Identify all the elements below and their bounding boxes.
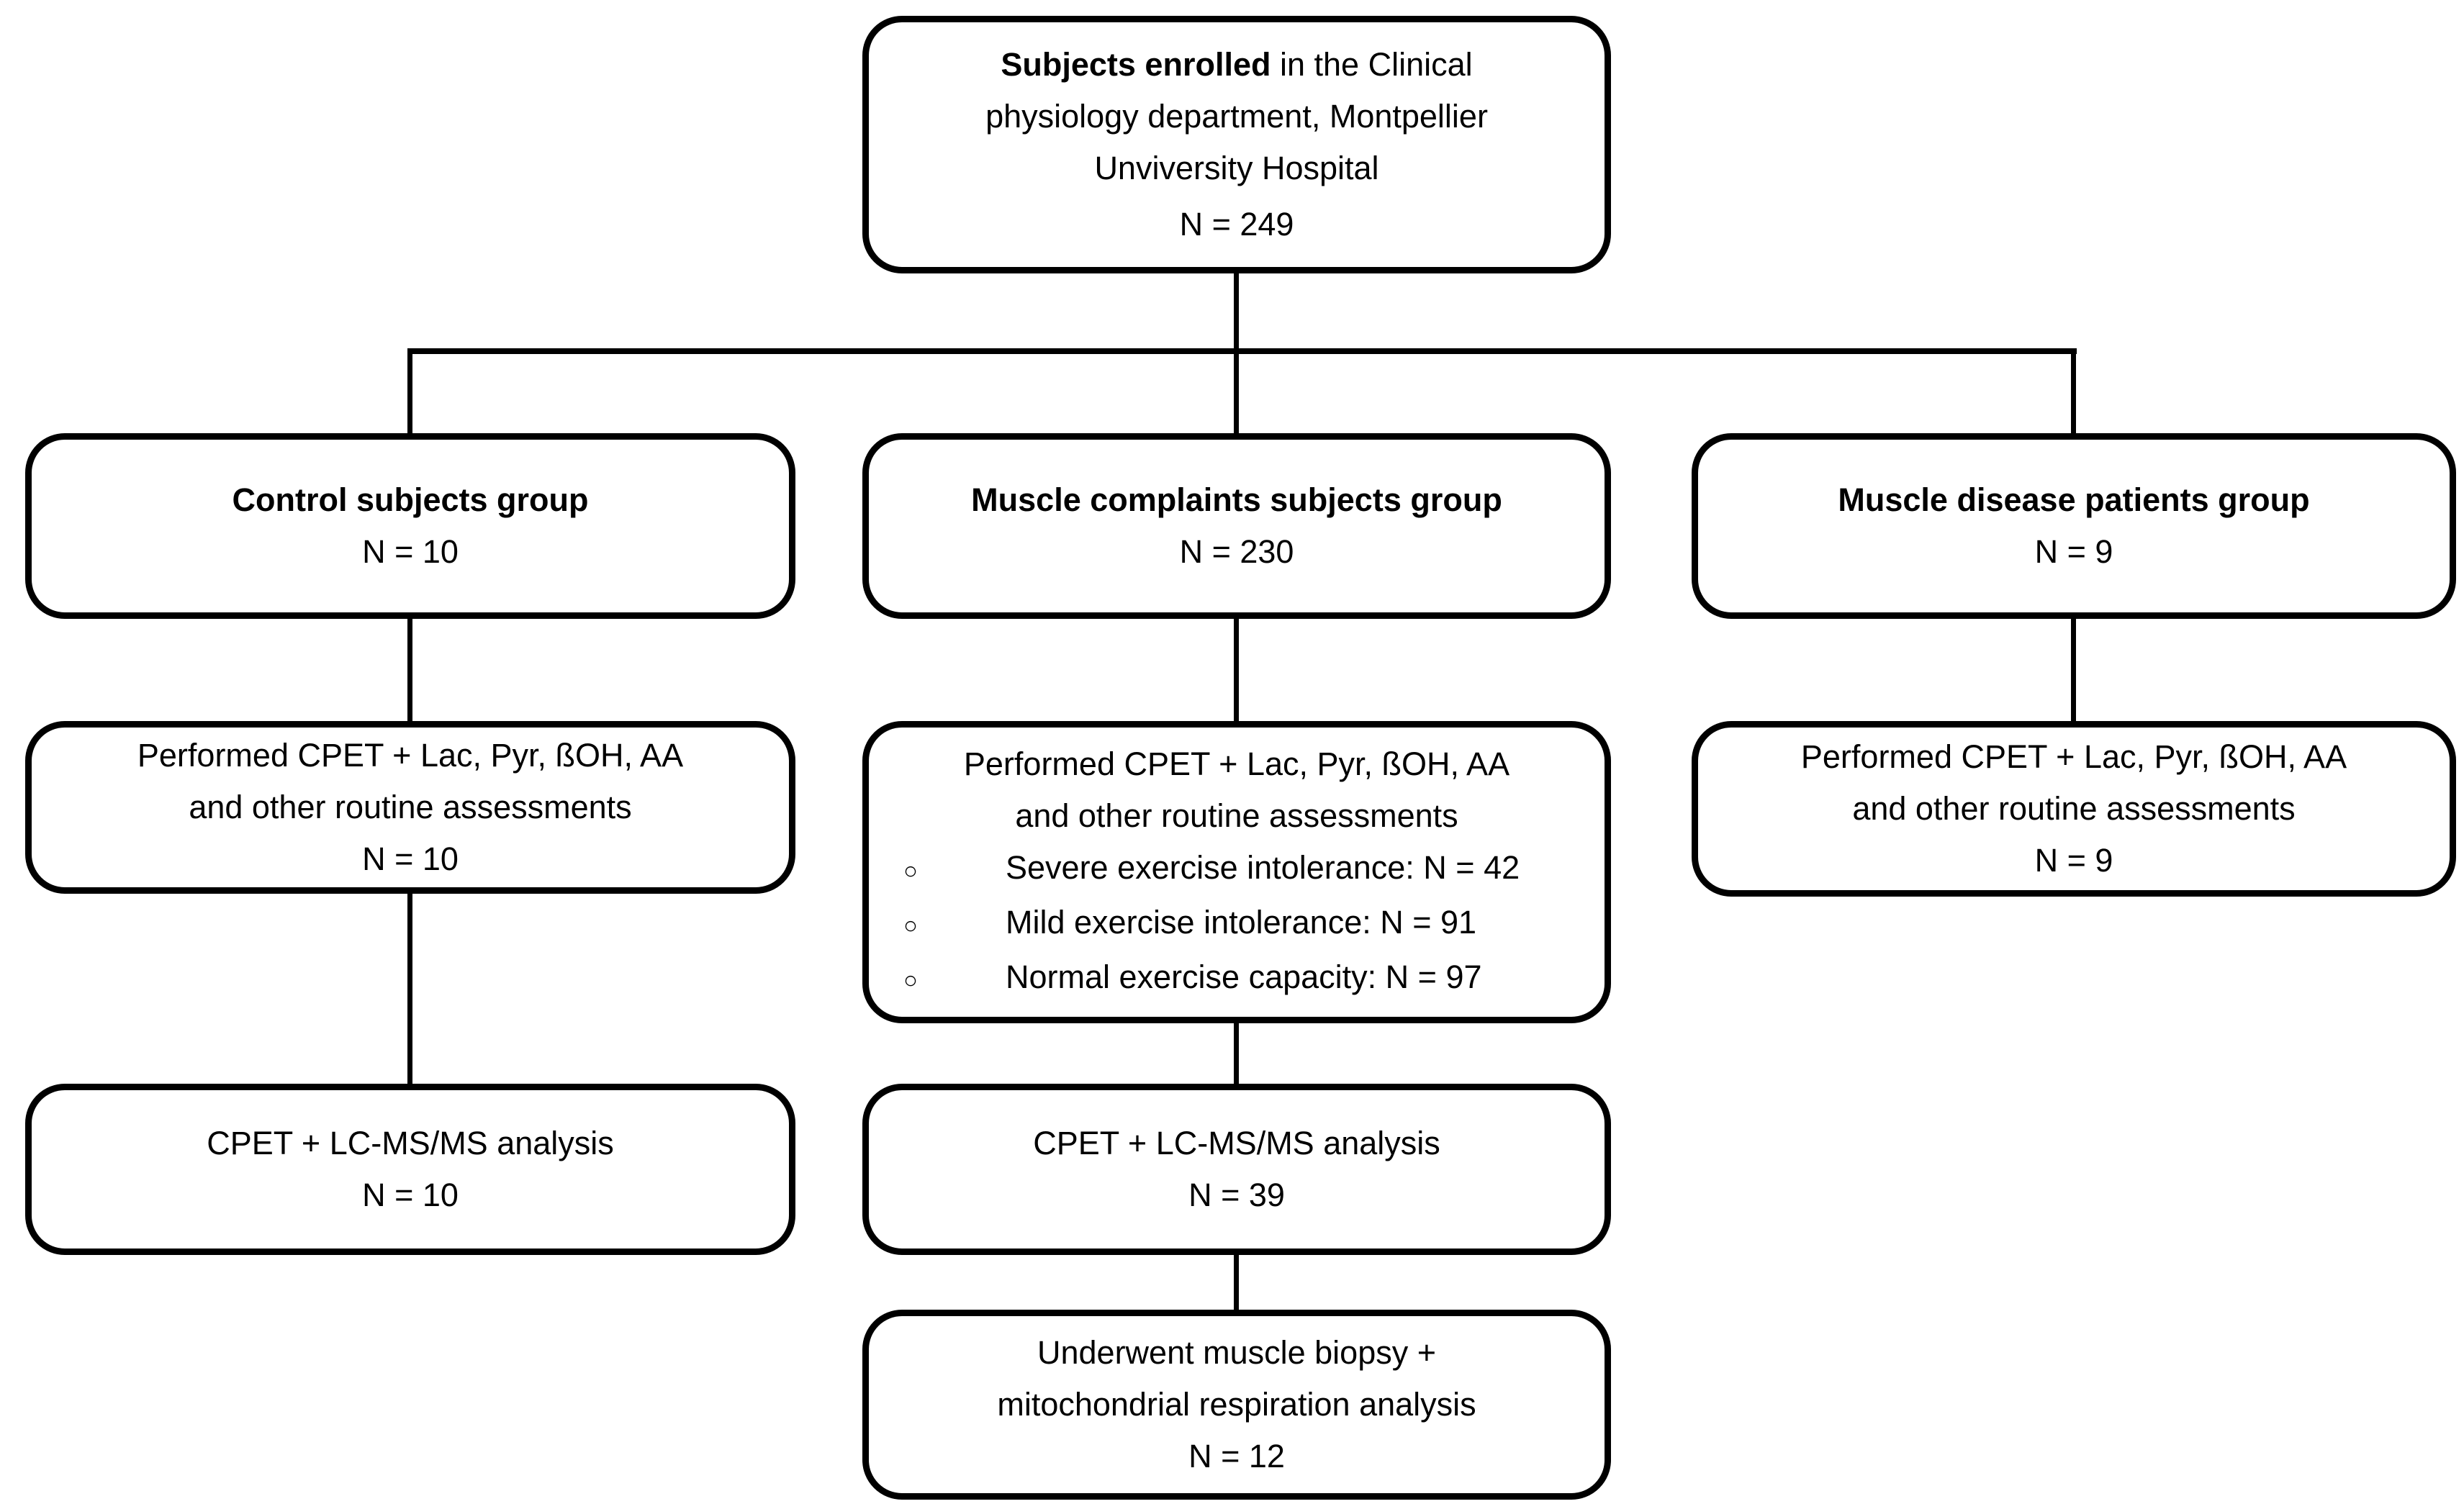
enrollment-line-1-rest: in the Clinical — [1271, 46, 1473, 83]
biopsy-line-2: mitochondrial respiration analysis — [997, 1386, 1476, 1423]
enrollment-line-3: Unviversity Hospital — [1094, 150, 1379, 186]
control-group-box: Control subjects group N = 10 — [25, 433, 795, 619]
muscle-complaints-group-count: N = 230 — [1179, 533, 1294, 570]
bullet-normal-capacity: ○ Normal exercise capacity: N = 97 — [869, 951, 1605, 1006]
control-analysis-count: N = 10 — [362, 1177, 459, 1213]
disease-assessment-count: N = 9 — [2034, 842, 2113, 879]
enrollment-line-1: Subjects enrolled in the Clinical — [1001, 39, 1472, 91]
complaints-assessment-box: Performed CPET + Lac, Pyr, ßOH, AA and o… — [862, 721, 1611, 1023]
connector-middle-drop — [1234, 351, 1239, 435]
complaints-analysis-box: CPET + LC-MS/MS analysis N = 39 — [862, 1084, 1611, 1255]
complaints-assessment-bullet-list: ○ Severe exercise intolerance: N = 42 ○ … — [869, 842, 1605, 1006]
control-group-title: Control subjects group — [232, 481, 589, 518]
biopsy-count: N = 12 — [1188, 1438, 1285, 1474]
connector-complaints-group-to-assessment — [1234, 617, 1239, 722]
circle-bullet-icon: ○ — [903, 912, 918, 938]
biopsy-line-1: Underwent muscle biopsy + — [1037, 1334, 1437, 1371]
bullet-mild-intolerance: ○ Mild exercise intolerance: N = 91 — [869, 897, 1605, 951]
control-analysis-box: CPET + LC-MS/MS analysis N = 10 — [25, 1084, 795, 1255]
biopsy-box: Underwent muscle biopsy + mitochondrial … — [862, 1310, 1611, 1500]
connector-complaints-assessment-to-analysis — [1234, 1022, 1239, 1085]
circle-bullet-icon: ○ — [903, 966, 918, 993]
bullet-severe-intolerance-text: Severe exercise intolerance: N = 42 — [1006, 849, 1520, 886]
muscle-disease-group-count: N = 9 — [2034, 533, 2113, 570]
bullet-normal-capacity-text: Normal exercise capacity: N = 97 — [1006, 959, 1482, 995]
complaints-analysis-count: N = 39 — [1188, 1177, 1285, 1213]
enrollment-line-2: physiology department, Montpellier — [985, 98, 1488, 135]
bullet-mild-intolerance-text: Mild exercise intolerance: N = 91 — [1006, 904, 1477, 941]
muscle-disease-group-title: Muscle disease patients group — [1838, 481, 2310, 518]
enrollment-box: Subjects enrolled in the Clinical physio… — [862, 16, 1611, 273]
muscle-complaints-group-box: Muscle complaints subjects group N = 230 — [862, 433, 1611, 619]
control-assessment-line-1: Performed CPET + Lac, Pyr, ßOH, AA — [137, 737, 684, 774]
circle-bullet-icon: ○ — [903, 857, 918, 884]
connector-left-drop — [407, 351, 412, 435]
connector-right-drop — [2071, 351, 2076, 435]
control-assessment-count: N = 10 — [362, 840, 459, 877]
control-group-count: N = 10 — [362, 533, 459, 570]
control-analysis-line-1: CPET + LC-MS/MS analysis — [207, 1125, 614, 1161]
disease-assessment-line-1: Performed CPET + Lac, Pyr, ßOH, AA — [1800, 738, 2347, 775]
muscle-disease-group-box: Muscle disease patients group N = 9 — [1692, 433, 2456, 619]
connector-disease-group-to-assessment — [2071, 617, 2076, 722]
control-assessment-line-2: and other routine assessments — [189, 789, 632, 825]
connector-top-vertical — [1234, 273, 1239, 351]
enrollment-count: N = 249 — [1179, 206, 1294, 243]
bullet-severe-intolerance: ○ Severe exercise intolerance: N = 42 — [869, 842, 1605, 897]
connector-control-group-to-assessment — [407, 617, 412, 722]
connector-horizontal-branch — [407, 348, 2077, 354]
muscle-complaints-group-title: Muscle complaints subjects group — [971, 481, 1502, 518]
disease-assessment-line-2: and other routine assessments — [1852, 790, 2296, 827]
complaints-assessment-line-2: and other routine assessments — [1015, 797, 1458, 834]
complaints-assessment-line-1: Performed CPET + Lac, Pyr, ßOH, AA — [963, 746, 1510, 782]
complaints-analysis-line-1: CPET + LC-MS/MS analysis — [1033, 1125, 1440, 1161]
connector-analysis-to-biopsy — [1234, 1254, 1239, 1311]
control-assessment-box: Performed CPET + Lac, Pyr, ßOH, AA and o… — [25, 721, 795, 894]
disease-assessment-box: Performed CPET + Lac, Pyr, ßOH, AA and o… — [1692, 721, 2456, 897]
connector-control-assessment-to-analysis — [407, 892, 412, 1085]
enrollment-bold-text: Subjects enrolled — [1001, 46, 1271, 83]
